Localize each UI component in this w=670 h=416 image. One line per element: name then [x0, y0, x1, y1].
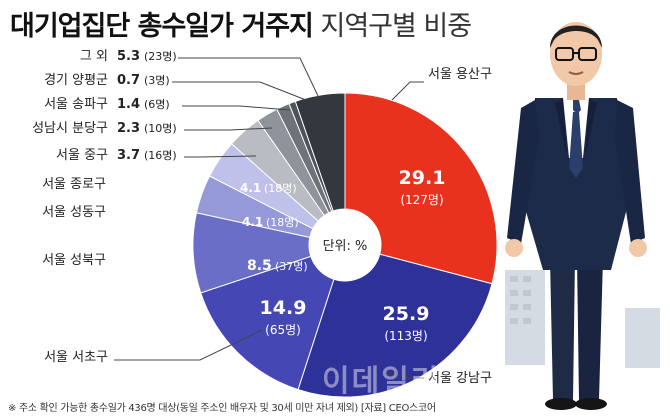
chart-title: 대기업집단 총수일가 거주지 지역구별 비중 — [10, 4, 472, 43]
watermark: 이데일리 — [322, 364, 441, 399]
slice-category-label: 성남시 분당구 — [32, 121, 108, 136]
slice-value-label: 25.9 — [383, 303, 430, 325]
slice-value-label: 1.4 — [117, 97, 140, 112]
title-light: 지역구별 비중 — [320, 11, 472, 42]
slice-count-label: (127명) — [400, 193, 443, 207]
slice-category-label: 서울 성북구 — [42, 253, 106, 268]
slice-value-label: 0.7 — [117, 73, 140, 88]
center-unit-label: 단위: % — [323, 239, 368, 254]
leader-line — [383, 371, 424, 379]
leader-line — [178, 57, 319, 97]
slice-count-label: (16명) — [144, 149, 177, 162]
title-bold: 대기업집단 총수일가 거주지 — [10, 11, 314, 42]
slice-count-label: (113명) — [384, 329, 427, 343]
slice-value-label: 4.1 — [240, 181, 261, 195]
pie-slice — [344, 92, 498, 285]
slice-category-label: 경기 양평군 — [44, 73, 108, 88]
slice-category-label: 그 외 — [80, 49, 108, 64]
businessman-illustration — [505, 22, 660, 410]
slice-count-label: (23명) — [144, 50, 177, 63]
slice-value-label: 29.1 — [399, 167, 446, 189]
pie-slice — [297, 253, 493, 398]
slice-count-label: (6명) — [144, 98, 170, 111]
slice-count-label: (3명) — [144, 74, 170, 87]
leader-line — [182, 105, 291, 111]
slice-category-label: 서울 종로구 — [42, 177, 106, 192]
slice-value-label: 8.5 — [247, 258, 272, 274]
slice-value-label: 2.3 — [117, 121, 140, 136]
leader-line — [184, 155, 257, 158]
footnote: ※ 주소 확인 가능한 총수일가 436명 대상(동일 주소인 배우자 및 30… — [8, 403, 436, 414]
slice-value-label: 3.7 — [117, 148, 140, 163]
leader-line — [184, 127, 273, 131]
leader-line — [114, 329, 263, 361]
slice-count-label: (65명) — [265, 323, 301, 337]
slice-value-label: 4.1 — [242, 215, 263, 229]
slice-category-label: 서울 송파구 — [44, 97, 108, 112]
slice-value-label: 14.9 — [260, 297, 307, 319]
slice-count-label: (18명) — [264, 182, 297, 195]
slice-category-label: 서울 성동구 — [42, 205, 106, 220]
leader-line — [172, 81, 307, 101]
slice-value-label: 5.3 — [117, 49, 140, 64]
slice-category-label: 서울 서초구 — [44, 350, 108, 365]
slice-category-label: 서울 중구 — [56, 148, 108, 163]
pie-slice — [200, 255, 335, 391]
slice-count-label: (10명) — [144, 122, 177, 135]
leader-line — [391, 81, 424, 101]
pie-slice — [294, 92, 346, 212]
slice-category-label: 서울 용산구 — [428, 67, 492, 82]
slice-category-label: 서울 강남구 — [428, 371, 492, 386]
slice-count-label: (37명) — [275, 260, 308, 273]
slice-count-label: (18명) — [266, 216, 299, 229]
